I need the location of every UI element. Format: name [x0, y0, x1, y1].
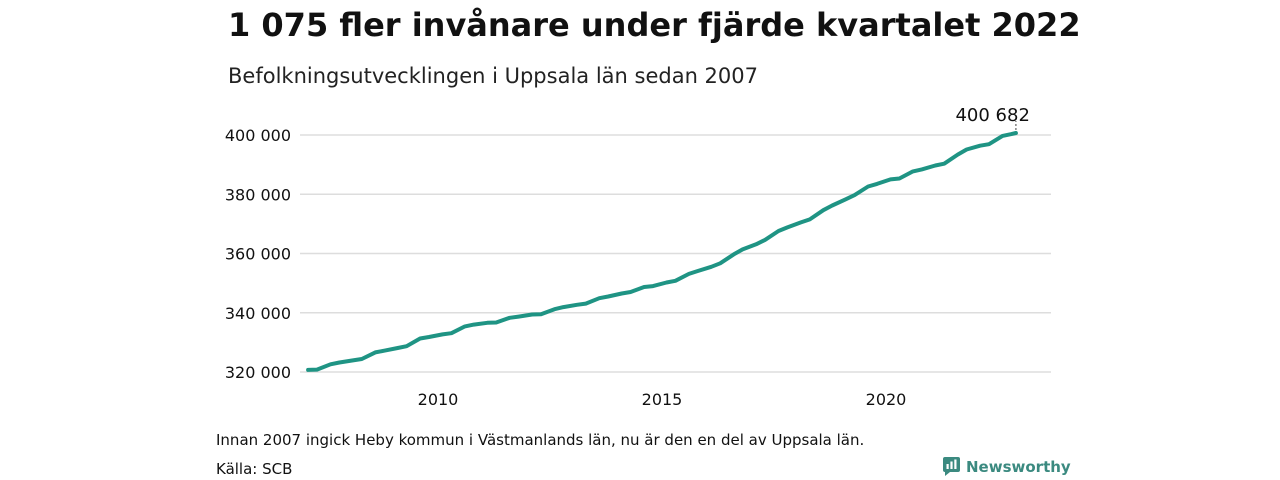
newsworthy-logo-icon [943, 457, 960, 476]
y-tick-label: 380 000 [225, 185, 291, 204]
x-tick-label: 2015 [642, 390, 683, 409]
footnote: Innan 2007 ingick Heby kommun i Västmanl… [216, 431, 865, 449]
brand-name: Newsworthy [966, 457, 1071, 476]
x-axis-ticks: 2010 2015 2020 [418, 390, 907, 409]
y-axis-ticks: 320 000 340 000 360 000 380 000 400 000 [225, 126, 291, 382]
gridlines [300, 134, 1051, 373]
x-tick-label: 2020 [866, 390, 907, 409]
y-tick-label: 320 000 [225, 363, 291, 382]
y-tick-label: 340 000 [225, 304, 291, 323]
brand-logo[interactable]: Newsworthy [943, 457, 1071, 476]
y-tick-label: 400 000 [225, 126, 291, 145]
annotations: 400 682 [955, 105, 1030, 130]
series-line-0 [306, 131, 1018, 372]
page-subtitle: Befolkningsutvecklingen i Uppsala län se… [228, 64, 759, 88]
x-tick-label: 2010 [418, 390, 459, 409]
page-title: 1 075 fler invånare under fjärde kvartal… [228, 6, 1081, 44]
series-layer [306, 131, 1018, 372]
last-value-label: 400 682 [955, 105, 1029, 126]
source-label: Källa: SCB [216, 460, 293, 478]
y-tick-label: 360 000 [225, 245, 291, 264]
